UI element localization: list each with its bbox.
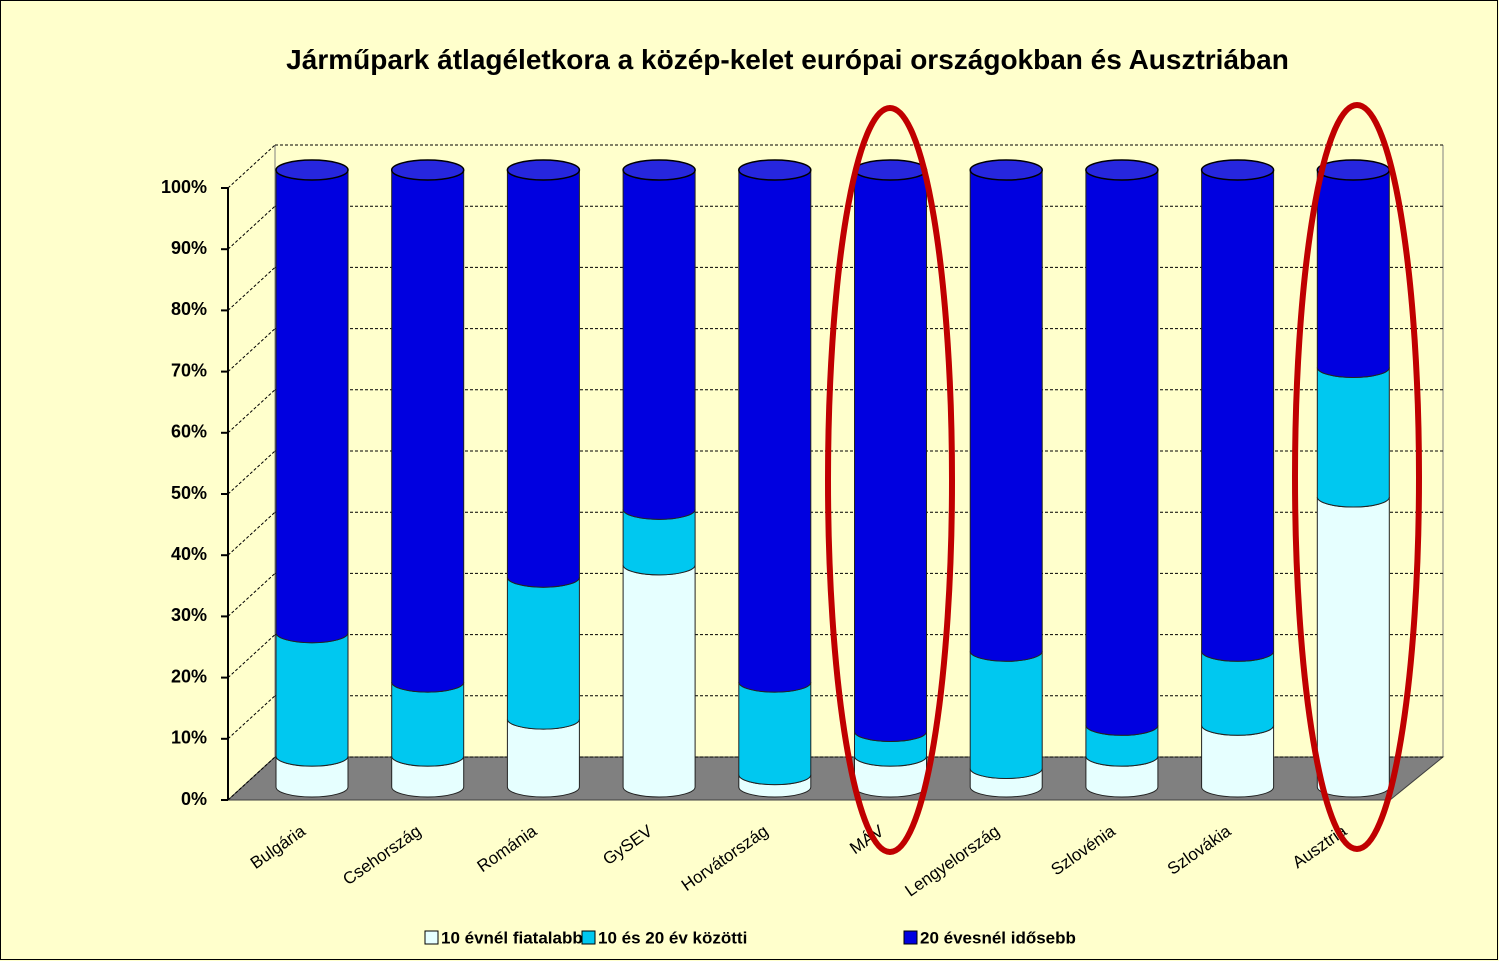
x-tick-label: GySEV [599, 821, 656, 869]
bar-segment [969, 651, 1043, 779]
bar-segment [738, 169, 812, 693]
bar-segment [1316, 367, 1390, 508]
grid-line [227, 389, 276, 434]
grid-line [227, 573, 276, 617]
chart-title: Járműpark átlagéletkora a közép-kelet eu… [286, 44, 1289, 75]
grid-line [227, 205, 276, 250]
grid-line [227, 634, 276, 678]
bar-segment [1201, 651, 1275, 736]
grid-line [227, 144, 276, 189]
bar-cap [275, 159, 349, 181]
bar-cap [1316, 159, 1391, 181]
bar-segment [622, 169, 696, 520]
bar-segment [854, 169, 927, 742]
y-tick-label: 90% [171, 238, 207, 258]
bar-cap [622, 159, 696, 181]
bar-cap [969, 159, 1043, 181]
x-tick-label: Ausztria [1289, 821, 1351, 872]
bar-cap [506, 159, 581, 181]
bar-segment [275, 632, 349, 767]
x-tick-label: Bulgária [247, 821, 309, 873]
bar-segment [738, 682, 812, 786]
y-tick-label: 80% [171, 299, 207, 319]
bar-segment [969, 169, 1043, 662]
highlight-ellipse [825, 105, 955, 855]
x-tick-label: Románia [474, 821, 541, 876]
legend-swatch [903, 930, 918, 945]
grid-line [227, 695, 276, 740]
bar-cap [1085, 159, 1159, 181]
x-tick-label: Szlovákia [1164, 821, 1235, 879]
bar-segment [1201, 725, 1275, 798]
grid-line [227, 267, 276, 311]
legend-swatch [581, 930, 596, 945]
bar-cap [1200, 159, 1275, 181]
legend-label: 10 és 20 év közötti [598, 928, 747, 947]
grid-line [227, 511, 276, 556]
grid-line [227, 328, 276, 372]
bar-segment [275, 169, 349, 644]
y-tick-label: 30% [171, 605, 207, 625]
y-tick-label: 100% [161, 177, 207, 197]
y-tick-label: 0% [181, 789, 207, 809]
bar-segment [1085, 169, 1159, 736]
x-tick-label: Horvátország [678, 821, 772, 895]
bar-segment [391, 682, 465, 767]
bar-cap [390, 159, 465, 181]
bar-segment [1316, 169, 1390, 378]
bar-cap [853, 159, 928, 181]
bar-segment [622, 564, 696, 798]
x-tick-label: Csehország [339, 821, 424, 889]
y-tick-label: 60% [171, 422, 207, 442]
bar-segment [506, 577, 580, 730]
y-tick-label: 20% [171, 666, 207, 686]
grid-line [227, 450, 276, 495]
bar-segment [506, 169, 580, 588]
bar-segment [1201, 169, 1275, 662]
legend-label: 10 évnél fiatalabb [441, 928, 583, 947]
x-tick-label: Szlovénia [1047, 821, 1119, 879]
bar-segment [391, 169, 465, 693]
bar-cap [738, 159, 812, 181]
bar-segment [1316, 496, 1390, 798]
bar-segment [506, 719, 580, 798]
x-tick-label: Lengyelország [902, 821, 1003, 900]
grid-line [227, 756, 276, 801]
highlight-ellipse [1292, 102, 1422, 852]
y-tick-label: 70% [171, 360, 207, 380]
y-tick-label: 10% [171, 728, 207, 748]
legend-label: 20 évesnél idősebb [920, 928, 1076, 947]
y-tick-label: 40% [171, 544, 207, 564]
y-tick-label: 50% [171, 483, 207, 503]
legend-swatch [424, 930, 439, 945]
